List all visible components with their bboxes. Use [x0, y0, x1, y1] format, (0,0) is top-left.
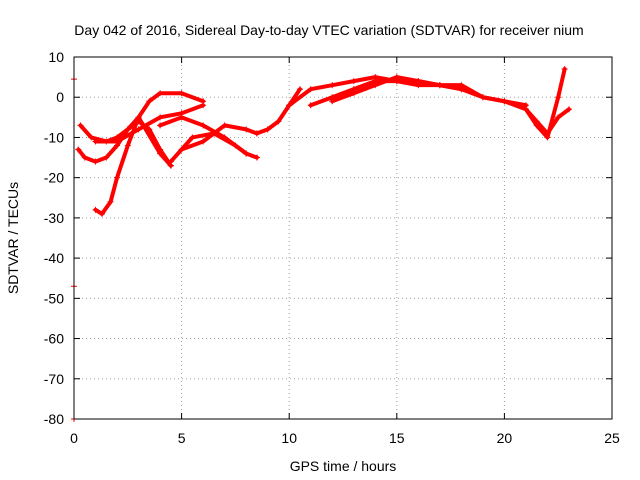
data-point: [522, 106, 529, 113]
x-axis-label: GPS time / hours: [290, 458, 397, 474]
series-track-d: [93, 103, 206, 144]
series-track-c: [78, 115, 173, 168]
data-point: [124, 142, 131, 149]
y-tick-label: -20: [44, 170, 64, 186]
data-point: [307, 86, 314, 93]
data-point: [243, 126, 250, 133]
x-tick-label: 5: [178, 430, 186, 446]
data-point: [92, 206, 99, 213]
plot-frame: [73, 56, 613, 420]
data-point: [157, 90, 164, 97]
data-layer: [71, 66, 572, 422]
x-axis: 0 5 10 15 20 25: [70, 57, 620, 446]
data-point: [189, 134, 196, 141]
data-point: [88, 134, 95, 141]
data-point: [103, 154, 110, 161]
data-point: [555, 94, 562, 101]
data-point: [307, 102, 314, 109]
data-point: [157, 150, 164, 157]
data-point: [533, 122, 540, 129]
data-point: [200, 102, 207, 109]
y-tick-label: 10: [48, 49, 64, 65]
x-tick-label: 10: [281, 430, 297, 446]
data-point: [565, 106, 572, 113]
data-point: [77, 122, 84, 129]
data-point: [107, 198, 114, 205]
data-point: [350, 78, 357, 85]
data-point: [561, 66, 568, 73]
data-point: [75, 146, 82, 153]
data-point: [544, 134, 551, 141]
y-tick-label: -10: [44, 129, 64, 145]
data-point: [329, 98, 336, 105]
data-point: [135, 126, 142, 133]
y-tick-label: -50: [44, 290, 64, 306]
data-point: [157, 122, 164, 129]
data-point: [232, 142, 239, 149]
y-tick-label: -70: [44, 371, 64, 387]
data-point: [275, 118, 282, 125]
x-tick-label: 15: [389, 430, 405, 446]
data-point: [458, 82, 465, 89]
series-track-l: [523, 67, 567, 140]
data-point: [501, 98, 508, 105]
data-point: [167, 158, 174, 165]
data-point: [350, 90, 357, 97]
data-point: [92, 158, 99, 165]
chart-title: Day 042 of 2016, Sidereal Day-to-day VTE…: [74, 22, 583, 38]
data-point: [124, 126, 131, 133]
data-point: [479, 94, 486, 101]
data-point: [146, 98, 153, 105]
data-point: [329, 82, 336, 89]
y-axis-label: SDTVAR / TECUs: [5, 182, 21, 294]
data-point: [92, 138, 99, 145]
series-track-h: [254, 87, 302, 136]
x-tick-label: 25: [604, 430, 620, 446]
grid: [74, 57, 612, 419]
data-point: [178, 90, 185, 97]
x-tick-label: 0: [70, 430, 78, 446]
x-tick-label: 20: [497, 430, 513, 446]
y-tick-label: -30: [44, 210, 64, 226]
data-point: [98, 210, 105, 217]
data-point: [200, 138, 207, 145]
data-point: [415, 78, 422, 85]
data-point: [81, 154, 88, 161]
data-point: [178, 114, 185, 121]
data-point: [253, 130, 260, 137]
y-tick-label: -80: [44, 411, 64, 427]
data-point: [286, 102, 293, 109]
y-tick-label: 0: [56, 89, 64, 105]
data-point: [372, 82, 379, 89]
data-point: [393, 74, 400, 81]
data-point: [253, 154, 260, 161]
y-axis: -80 -70 -60 -50 -40 -30 -20 -10 0 10: [44, 49, 612, 427]
data-point: [243, 150, 250, 157]
data-point: [157, 114, 164, 121]
data-point: [114, 174, 121, 181]
data-point: [135, 114, 142, 121]
data-point: [264, 126, 271, 133]
data-point: [200, 122, 207, 129]
series-track-k: [330, 75, 528, 108]
data-point: [436, 82, 443, 89]
data-point: [296, 86, 303, 93]
y-tick-label: -60: [44, 331, 64, 347]
y-tick-label: -40: [44, 250, 64, 266]
data-point: [114, 138, 121, 145]
data-point: [178, 146, 185, 153]
data-point: [221, 122, 228, 129]
data-point: [555, 114, 562, 121]
